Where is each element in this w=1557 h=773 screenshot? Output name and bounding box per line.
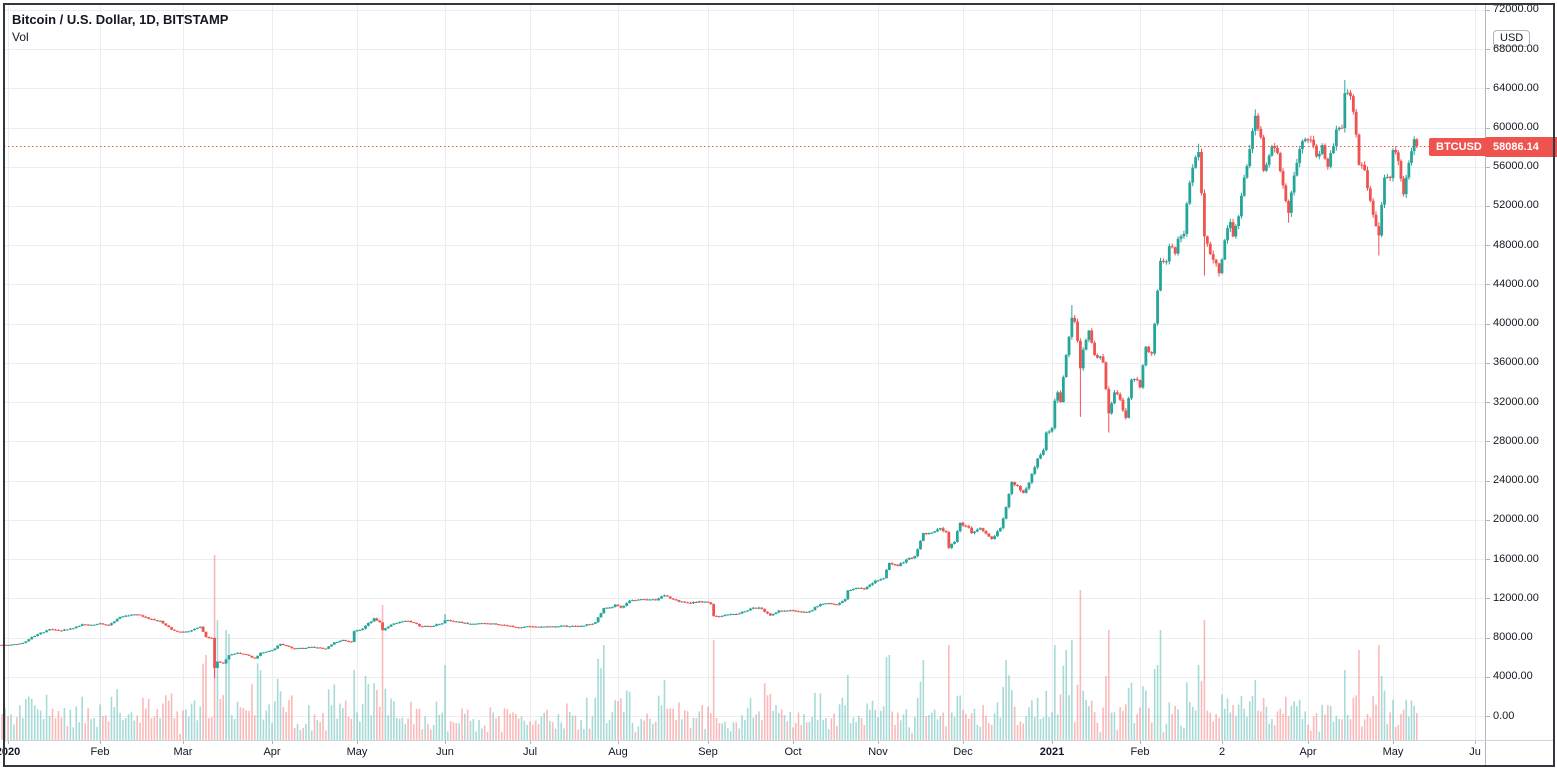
price-axis-label: 0.00 [1493,709,1515,722]
price-axis-label: 12000.00 [1493,591,1539,604]
price-axis-label: 44000.00 [1493,277,1539,290]
time-axis-label: Jun [436,746,454,758]
price-axis-label: 56000.00 [1493,160,1539,173]
symbol-price-flag: BTCUSD [1429,138,1489,156]
time-axis-label: Oct [784,746,802,758]
time-axis-label: 2 [1218,746,1226,758]
last-price-label: 58086.14 [1486,137,1557,157]
price-axis-label: 20000.00 [1493,513,1539,526]
price-axis-label: 48000.00 [1493,238,1539,251]
time-axis-label: Nov [868,746,888,758]
frame-border-left [3,3,5,767]
time-axis-label: Apr [1299,746,1317,758]
time-axis-label: May [1382,746,1404,758]
currency-badge[interactable]: USD [1493,30,1531,47]
price-axis-label: 40000.00 [1493,317,1539,330]
price-axis-label: 28000.00 [1493,434,1539,447]
price-axis-label: 32000.00 [1493,395,1539,408]
price-axis-separator [1485,3,1486,766]
price-axis-label: 72000.00 [1493,3,1539,16]
time-axis-separator [3,740,1555,741]
time-axis-label: Aug [608,746,628,758]
time-axis-label: May [346,746,368,758]
price-axis-label: 60000.00 [1493,121,1539,134]
frame-border-top [3,3,1555,5]
price-axis-label: 52000.00 [1493,199,1539,212]
time-axis-label: Ju [1469,746,1481,758]
volume-indicator-label[interactable]: Vol [12,30,29,44]
time-axis-label: Sep [698,746,718,758]
time-axis-label: Feb [90,746,110,758]
price-axis-label: 68000.00 [1493,42,1539,55]
time-axis-label: Mar [173,746,193,758]
time-axis-label: Dec [953,746,973,758]
price-axis-label: 64000.00 [1493,81,1539,94]
time-axis-label: 2020 [0,746,21,758]
time-axis-label: Feb [1130,746,1150,758]
time-axis-label: 2021 [1039,746,1065,758]
price-axis-label: 4000.00 [1493,670,1533,683]
price-axis-label: 24000.00 [1493,474,1539,487]
price-axis[interactable]: USD 72000.00 68000.00 64000.00 60000.00 5600… [1486,0,1557,740]
price-axis-label: 8000.00 [1493,631,1533,644]
time-axis-label: Apr [263,746,281,758]
price-axis-label: 16000.00 [1493,552,1539,565]
frame-border-bottom [3,765,1555,767]
symbol-title[interactable]: Bitcoin / U.S. Dollar, 1D, BITSTAMP [12,12,229,27]
chart-legend: Bitcoin / U.S. Dollar, 1D, BITSTAMP Vol [12,12,228,45]
time-axis-label: Jul [522,746,538,758]
frame-border-right [1553,3,1555,767]
price-axis-label: 36000.00 [1493,356,1539,369]
time-axis[interactable]: 2020 Feb Mar Apr May Jun Jul Aug Sep Oct Nov Dec 202… [0,740,1557,766]
